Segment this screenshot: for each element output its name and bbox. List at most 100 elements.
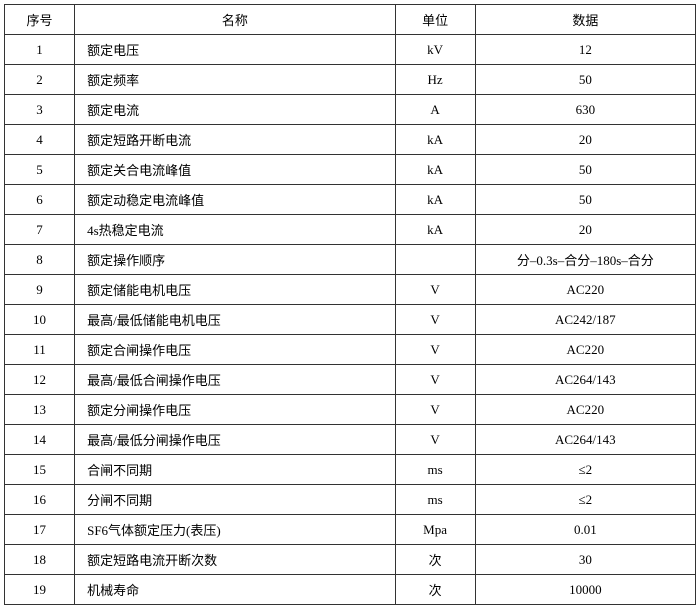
cell-data: 20 — [475, 125, 695, 155]
cell-name: 额定频率 — [75, 65, 395, 95]
table-body: 1额定电压kV122额定频率Hz503额定电流A6304额定短路开断电流kA20… — [5, 35, 696, 605]
cell-data: AC264/143 — [475, 425, 695, 455]
cell-unit: kV — [395, 35, 475, 65]
cell-name: 额定短路电流开断次数 — [75, 545, 395, 575]
table-row: 14最高/最低分闸操作电压VAC264/143 — [5, 425, 696, 455]
table-row: 8额定操作顺序 分–0.3s–合分–180s–合分 — [5, 245, 696, 275]
cell-index: 19 — [5, 575, 75, 605]
table-header-row: 序号 名称 单位 数据 — [5, 5, 696, 35]
cell-index: 1 — [5, 35, 75, 65]
header-unit: 单位 — [395, 5, 475, 35]
cell-unit: kA — [395, 155, 475, 185]
cell-index: 10 — [5, 305, 75, 335]
table-row: 3额定电流A630 — [5, 95, 696, 125]
cell-data: AC242/187 — [475, 305, 695, 335]
cell-unit: V — [395, 305, 475, 335]
header-name: 名称 — [75, 5, 395, 35]
table-row: 12最高/最低合闸操作电压VAC264/143 — [5, 365, 696, 395]
cell-name: 额定电压 — [75, 35, 395, 65]
table-row: 13额定分闸操作电压VAC220 — [5, 395, 696, 425]
cell-name: 额定电流 — [75, 95, 395, 125]
table-row: 11额定合闸操作电压VAC220 — [5, 335, 696, 365]
cell-data: AC220 — [475, 335, 695, 365]
cell-data: 10000 — [475, 575, 695, 605]
cell-name: 额定关合电流峰值 — [75, 155, 395, 185]
header-data: 数据 — [475, 5, 695, 35]
cell-name: 分闸不同期 — [75, 485, 395, 515]
cell-index: 11 — [5, 335, 75, 365]
cell-unit: 次 — [395, 545, 475, 575]
cell-unit: A — [395, 95, 475, 125]
cell-data: 50 — [475, 65, 695, 95]
table-row: 18额定短路电流开断次数次30 — [5, 545, 696, 575]
cell-name: 额定动稳定电流峰值 — [75, 185, 395, 215]
cell-data: 630 — [475, 95, 695, 125]
table-row: 10最高/最低储能电机电压VAC242/187 — [5, 305, 696, 335]
cell-name: 最高/最低分闸操作电压 — [75, 425, 395, 455]
cell-data: ≤2 — [475, 485, 695, 515]
cell-data: 12 — [475, 35, 695, 65]
header-index: 序号 — [5, 5, 75, 35]
table-row: 4额定短路开断电流kA20 — [5, 125, 696, 155]
cell-index: 7 — [5, 215, 75, 245]
cell-index: 17 — [5, 515, 75, 545]
cell-name: 额定合闸操作电压 — [75, 335, 395, 365]
cell-data: 30 — [475, 545, 695, 575]
cell-unit: Mpa — [395, 515, 475, 545]
cell-name: 额定操作顺序 — [75, 245, 395, 275]
cell-index: 4 — [5, 125, 75, 155]
cell-index: 8 — [5, 245, 75, 275]
table-row: 16分闸不同期ms≤2 — [5, 485, 696, 515]
cell-name: 额定短路开断电流 — [75, 125, 395, 155]
cell-name: 最高/最低合闸操作电压 — [75, 365, 395, 395]
cell-index: 16 — [5, 485, 75, 515]
cell-index: 12 — [5, 365, 75, 395]
cell-name: 额定分闸操作电压 — [75, 395, 395, 425]
cell-unit: kA — [395, 215, 475, 245]
cell-index: 3 — [5, 95, 75, 125]
cell-unit: ms — [395, 485, 475, 515]
cell-name: 机械寿命 — [75, 575, 395, 605]
cell-data: 50 — [475, 155, 695, 185]
cell-unit: V — [395, 395, 475, 425]
cell-unit: V — [395, 275, 475, 305]
cell-unit: ms — [395, 455, 475, 485]
cell-data: 分–0.3s–合分–180s–合分 — [475, 245, 695, 275]
table-row: 2额定频率Hz50 — [5, 65, 696, 95]
cell-unit: V — [395, 335, 475, 365]
cell-name: 最高/最低储能电机电压 — [75, 305, 395, 335]
cell-data: 20 — [475, 215, 695, 245]
table-row: 5额定关合电流峰值kA50 — [5, 155, 696, 185]
cell-unit — [395, 245, 475, 275]
cell-unit: kA — [395, 125, 475, 155]
cell-index: 18 — [5, 545, 75, 575]
cell-unit: kA — [395, 185, 475, 215]
cell-unit: Hz — [395, 65, 475, 95]
spec-table: 序号 名称 单位 数据 1额定电压kV122额定频率Hz503额定电流A6304… — [4, 4, 696, 605]
cell-data: 0.01 — [475, 515, 695, 545]
cell-data: 50 — [475, 185, 695, 215]
table-row: 9额定储能电机电压VAC220 — [5, 275, 696, 305]
table-row: 1额定电压kV12 — [5, 35, 696, 65]
cell-unit: V — [395, 425, 475, 455]
cell-unit: V — [395, 365, 475, 395]
cell-index: 14 — [5, 425, 75, 455]
cell-name: SF6气体额定压力(表压) — [75, 515, 395, 545]
table-row: 17SF6气体额定压力(表压)Mpa0.01 — [5, 515, 696, 545]
cell-unit: 次 — [395, 575, 475, 605]
table-row: 15合闸不同期ms≤2 — [5, 455, 696, 485]
cell-data: AC220 — [475, 395, 695, 425]
cell-index: 2 — [5, 65, 75, 95]
table-row: 74s热稳定电流kA20 — [5, 215, 696, 245]
cell-index: 13 — [5, 395, 75, 425]
cell-index: 6 — [5, 185, 75, 215]
cell-data: ≤2 — [475, 455, 695, 485]
cell-index: 5 — [5, 155, 75, 185]
cell-data: AC264/143 — [475, 365, 695, 395]
cell-name: 4s热稳定电流 — [75, 215, 395, 245]
cell-index: 9 — [5, 275, 75, 305]
cell-index: 15 — [5, 455, 75, 485]
cell-name: 额定储能电机电压 — [75, 275, 395, 305]
cell-data: AC220 — [475, 275, 695, 305]
table-row: 19机械寿命次10000 — [5, 575, 696, 605]
